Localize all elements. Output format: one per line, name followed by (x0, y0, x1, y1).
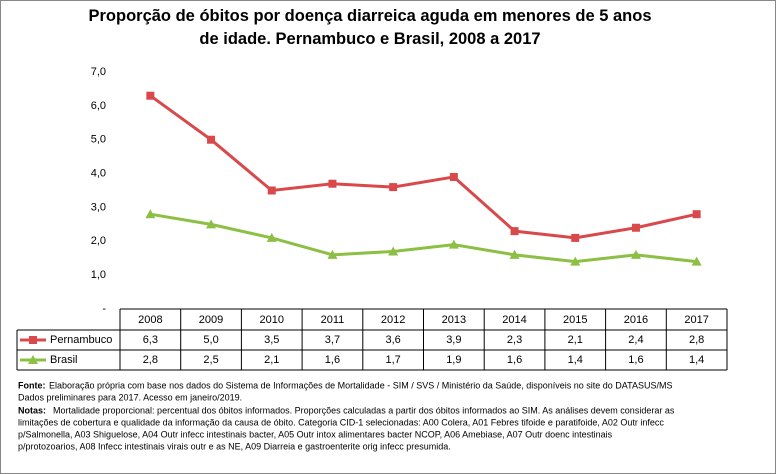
notes-line: limitações de cobertura e qualidade da i… (18, 417, 664, 427)
table-value: 2,8 (143, 354, 158, 366)
marker (630, 249, 641, 259)
table-value: 6,3 (143, 334, 158, 346)
marker (145, 209, 156, 219)
footer-label: Fonte: (18, 380, 46, 390)
y-tick-label: 3,0 (91, 201, 106, 213)
source-line: Elaboração própria com base nos dados do… (49, 380, 672, 390)
notes-line: p/protozoarios, A08 Infecc intestinais v… (18, 441, 451, 451)
y-tick-label: 4,0 (91, 167, 106, 179)
table-value: 3,5 (264, 334, 279, 346)
table-value: 5,0 (203, 334, 218, 346)
table-value: 1,4 (568, 354, 583, 366)
table-value: 2,3 (507, 334, 522, 346)
legend-label: Brasil (50, 354, 78, 366)
table-value: 2,5 (203, 354, 218, 366)
legend-marker (29, 336, 37, 344)
legend-marker (28, 355, 38, 364)
marker (692, 210, 701, 219)
marker (691, 256, 702, 266)
table-value: 2,8 (689, 334, 704, 346)
marker (449, 172, 458, 181)
marker (389, 183, 398, 192)
x-tick-label: 2010 (260, 314, 284, 326)
y-tick-label: 2,0 (91, 235, 106, 247)
marker (327, 249, 338, 259)
notes-line: p/Salmonella, A03 Shiguelose, A04 Outr i… (18, 429, 613, 439)
footer-label: Notas: (18, 405, 46, 415)
marker (631, 223, 640, 232)
marker (510, 227, 519, 236)
table-value: 1,6 (507, 354, 522, 366)
y-tick-label: 1,0 (91, 269, 106, 281)
marker (266, 232, 277, 242)
y-tick-label: 6,0 (91, 100, 106, 112)
y-tick-label: 5,0 (91, 134, 106, 146)
y-tick-label: - (102, 303, 106, 315)
marker (509, 249, 520, 259)
marker (448, 239, 459, 249)
x-tick-label: 2017 (684, 314, 708, 326)
table-value: 3,7 (325, 334, 340, 346)
chart-title: Proporção de óbitos por doença diarreica… (88, 7, 652, 48)
table-value: 1,9 (446, 354, 461, 366)
table-value: 2,4 (628, 334, 643, 346)
x-tick-label: 2009 (199, 314, 223, 326)
marker (571, 233, 580, 242)
series-line (150, 212, 697, 264)
marker (388, 246, 399, 256)
marker (206, 219, 217, 229)
source-line: Dados preliminares para 2017. Acesso em … (18, 392, 242, 402)
x-tick-label: 2015 (563, 314, 587, 326)
table-value: 1,4 (689, 354, 704, 366)
table-value: 1,6 (628, 354, 643, 366)
series-line (149, 94, 697, 240)
table-value: 3,6 (386, 334, 401, 346)
table-value: 2,1 (264, 354, 279, 366)
x-tick-label: 2008 (138, 314, 162, 326)
x-tick-label: 2013 (442, 314, 466, 326)
x-tick-label: 2016 (624, 314, 648, 326)
y-tick-label: 7,0 (91, 66, 106, 78)
marker (207, 135, 216, 144)
marker (267, 186, 276, 195)
table-value: 1,6 (325, 354, 340, 366)
x-tick-label: 2011 (321, 314, 345, 326)
table-value: 3,9 (446, 334, 461, 346)
x-tick-label: 2012 (381, 314, 405, 326)
table-value: 2,1 (568, 334, 583, 346)
notes-line: Mortalidade proporcional: percentual dos… (53, 405, 675, 415)
marker (570, 256, 581, 266)
marker (146, 91, 155, 100)
marker (328, 179, 337, 188)
legend-label: Pernambuco (50, 334, 112, 346)
x-tick-label: 2014 (502, 314, 526, 326)
table-value: 1,7 (386, 354, 401, 366)
